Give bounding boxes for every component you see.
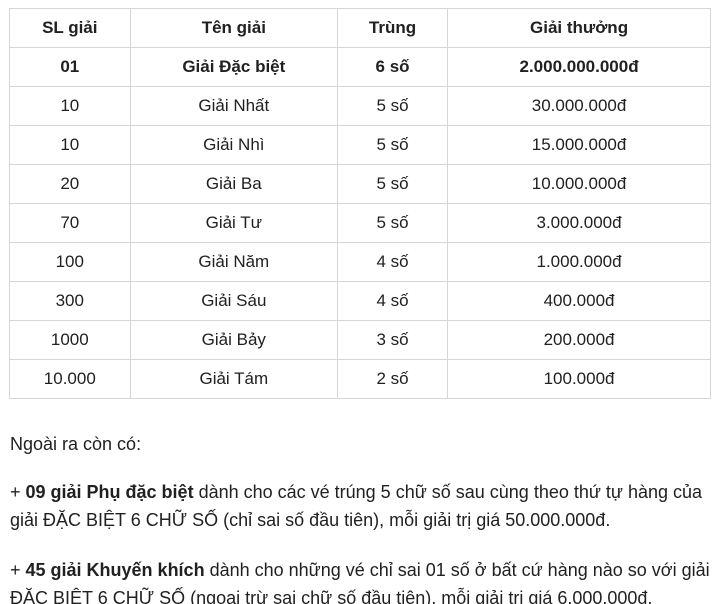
table-row: 70 Giải Tư 5 số 3.000.000đ [9, 203, 711, 243]
cell-ten-giai: Giải Tám [129, 359, 339, 399]
note-bold-text: 09 giải Phụ đặc biệt [25, 482, 194, 503]
prize-table-header: SL giải Tên giải Trùng Giải thưởng [9, 8, 711, 48]
col-header-giai-thuong: Giải thưởng [447, 8, 711, 48]
note-prefix: + [10, 559, 26, 580]
cell-trung: 2 số [337, 359, 449, 399]
col-header-trung: Trùng [337, 8, 449, 48]
table-row: 100 Giải Năm 4 số 1.000.000đ [9, 242, 711, 282]
cell-sl-giai: 20 [9, 164, 131, 204]
notes-intro: Ngoài ra còn có: [10, 434, 142, 454]
cell-ten-giai: Giải Năm [129, 242, 339, 282]
cell-ten-giai: Giải Sáu [129, 281, 339, 321]
cell-sl-giai: 300 [9, 281, 131, 321]
cell-ten-giai: Giải Ba [129, 164, 339, 204]
cell-giai-thuong: 100.000đ [447, 359, 711, 399]
note-bold-text: 45 giải Khuyến khích [25, 559, 205, 580]
cell-trung: 5 số [337, 203, 449, 243]
cell-giai-thuong: 1.000.000đ [447, 242, 711, 282]
table-row: 1000 Giải Bảy 3 số 200.000đ [9, 320, 711, 360]
cell-giai-thuong: 400.000đ [447, 281, 711, 321]
header-row: SL giải Tên giải Trùng Giải thưởng [9, 8, 711, 48]
cell-ten-giai: Giải Tư [129, 203, 339, 243]
cell-sl-giai: 1000 [9, 320, 131, 360]
cell-sl-giai: 100 [9, 242, 131, 282]
prize-table-body: 01 Giải Đặc biệt 6 số 2.000.000.000đ 10 Giải … [9, 47, 711, 399]
cell-giai-thuong: 10.000.000đ [447, 164, 711, 204]
prize-table: SL giải Tên giải Trùng Giải thưởng 01 Giả… [9, 8, 711, 399]
cell-trung: 4 số [337, 281, 449, 321]
cell-giai-thuong: 15.000.000đ [447, 125, 711, 165]
cell-sl-giai: 10 [9, 86, 131, 126]
cell-ten-giai: Giải Nhất [129, 86, 339, 126]
cell-giai-thuong: 30.000.000đ [447, 86, 711, 126]
cell-trung: 3 số [337, 320, 449, 360]
note-paragraph-phu-dac-biet: + 09 giải Phụ đặc biệt dành cho các vé t… [10, 479, 710, 535]
cell-trung: 5 số [337, 86, 449, 126]
note-rest-text: dành cho những vé chỉ sai 01 số ở bất cứ… [10, 559, 710, 604]
cell-trung: 4 số [337, 242, 449, 282]
col-header-sl-giai: SL giải [9, 8, 131, 48]
table-row: 300 Giải Sáu 4 số 400.000đ [9, 281, 711, 321]
col-header-ten-giai: Tên giải [129, 8, 339, 48]
cell-sl-giai: 10.000 [9, 359, 131, 399]
table-row: 10.000 Giải Tám 2 số 100.000đ [9, 359, 711, 399]
cell-trung: 5 số [337, 125, 449, 165]
table-row: 10 Giải Nhì 5 số 15.000.000đ [9, 125, 711, 165]
cell-giai-thuong: 200.000đ [447, 320, 711, 360]
cell-giai-thuong: 2.000.000.000đ [447, 47, 711, 87]
cell-ten-giai: Giải Đặc biệt [129, 47, 339, 87]
cell-sl-giai: 01 [9, 47, 131, 87]
cell-ten-giai: Giải Nhì [129, 125, 339, 165]
cell-trung: 5 số [337, 164, 449, 204]
table-row: 01 Giải Đặc biệt 6 số 2.000.000.000đ [9, 47, 711, 87]
cell-sl-giai: 10 [9, 125, 131, 165]
table-row: 10 Giải Nhất 5 số 30.000.000đ [9, 86, 711, 126]
table-row: 20 Giải Ba 5 số 10.000.000đ [9, 164, 711, 204]
cell-sl-giai: 70 [9, 203, 131, 243]
cell-giai-thuong: 3.000.000đ [447, 203, 711, 243]
note-rest-text: dành cho các vé trúng 5 chữ số sau cùng … [10, 482, 703, 531]
notes-section: Ngoài ra còn có: + 09 giải Phụ đặc biệt … [0, 432, 720, 604]
note-paragraph-khuyen-khich: + 45 giải Khuyến khích dành cho những vé… [10, 557, 710, 604]
note-prefix: + [10, 482, 26, 503]
cell-trung: 6 số [337, 47, 449, 87]
cell-ten-giai: Giải Bảy [129, 320, 339, 360]
